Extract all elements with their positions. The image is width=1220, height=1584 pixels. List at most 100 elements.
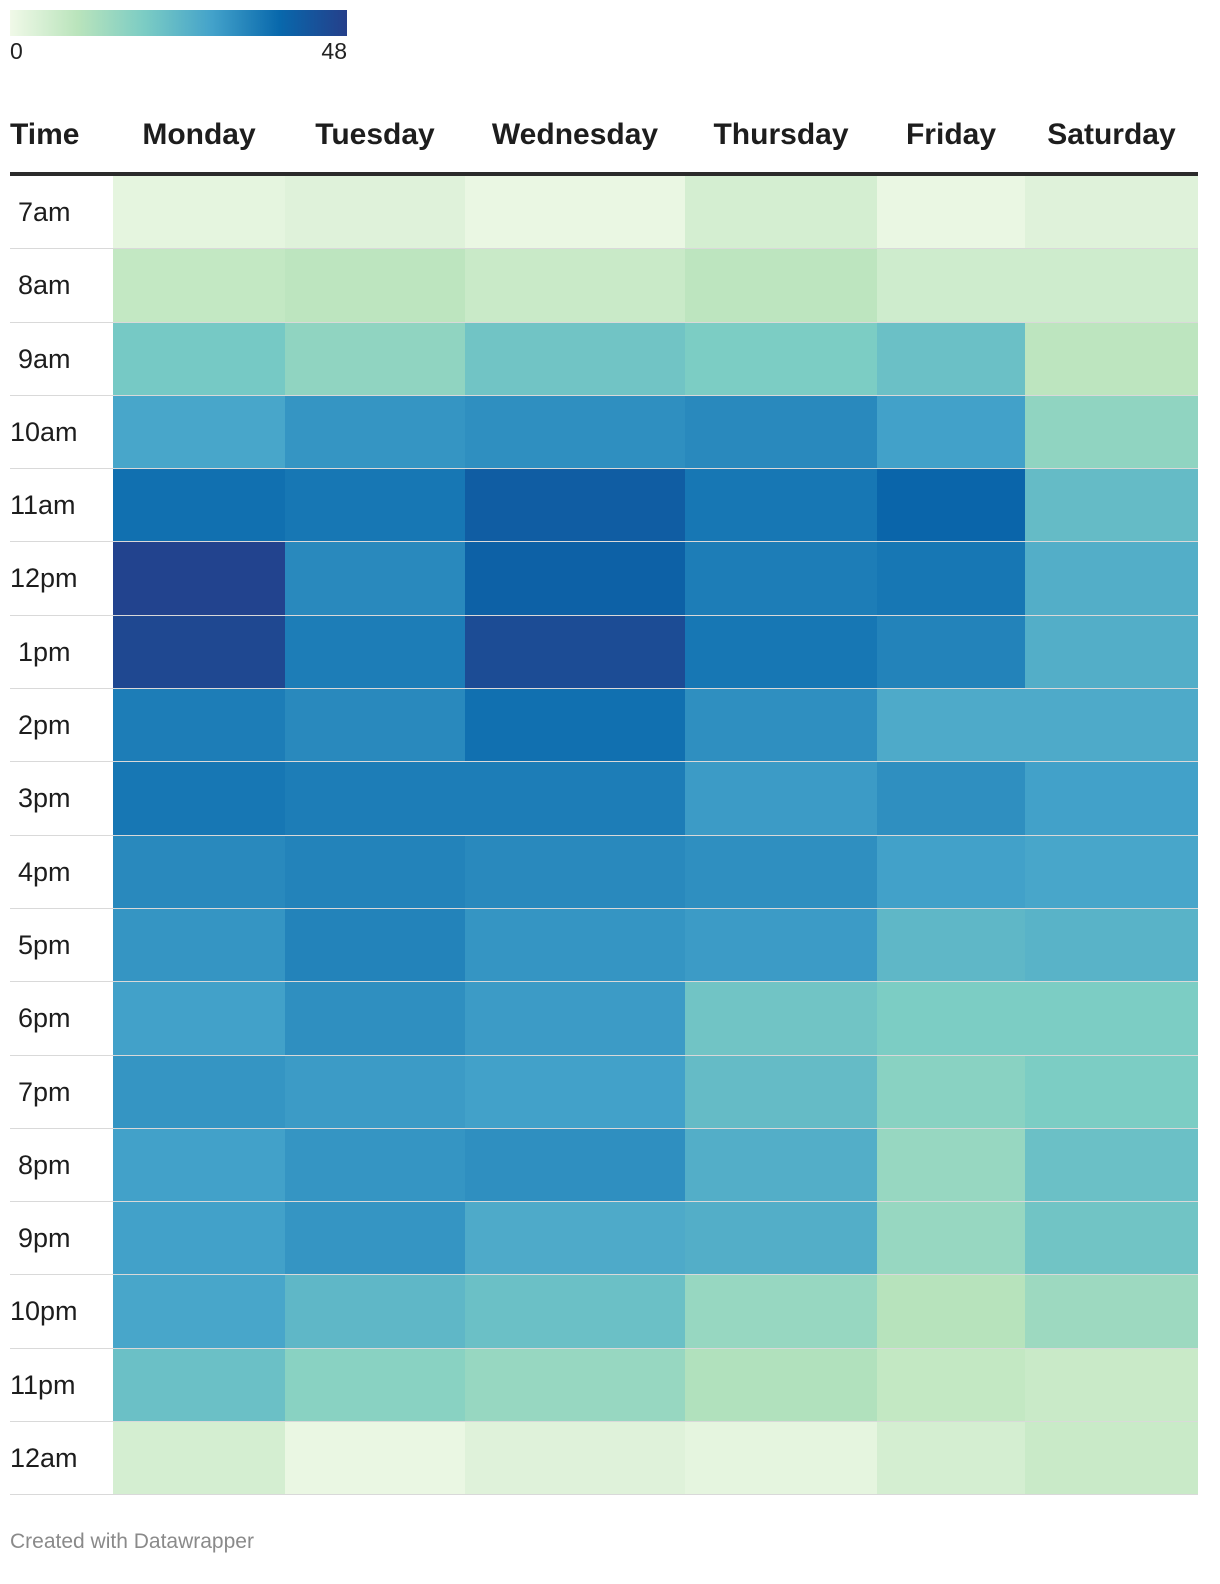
heatmap-cell-tuesday-10pm [285, 1275, 465, 1349]
heatmap-cell-tuesday-12am [285, 1422, 465, 1496]
heatmap-cell-thursday-1pm [685, 615, 877, 690]
heatmap-cell-thursday-7pm [685, 1055, 877, 1129]
heatmap-cell-wednesday-2pm [465, 689, 685, 763]
heatmap-cell-thursday-12pm [685, 542, 877, 616]
row-label: 5pm [18, 929, 71, 960]
heatmap-cell-saturday-10am [1025, 395, 1198, 470]
heatmap-cell-monday-10am [113, 395, 285, 470]
row-label: 4pm [18, 856, 71, 887]
heatmap-cell-friday-7am [877, 176, 1025, 250]
heatmap-cell-saturday-2pm [1025, 689, 1198, 763]
heatmap-row-7am: 7am [10, 176, 1198, 250]
heatmap-cell-monday-2pm [113, 689, 285, 763]
row-divider [10, 834, 1198, 836]
legend-max-label: 48 [321, 38, 347, 64]
heatmap-cell-friday-8pm [877, 1128, 1025, 1203]
heatmap-cell-friday-9pm [877, 1202, 1025, 1276]
column-header-time: Time [10, 118, 80, 151]
row-divider [10, 614, 1198, 616]
heatmap-row-12pm: 12pm [10, 542, 1198, 616]
heatmap-cell-thursday-11am [685, 469, 877, 543]
column-header-wednesday: Wednesday [491, 118, 659, 151]
row-divider [10, 1421, 1198, 1423]
heatmap-cell-monday-1pm [113, 615, 285, 690]
heatmap-row-11am: 11am [10, 469, 1198, 543]
heatmap-cell-monday-3pm [113, 762, 285, 836]
heatmap-cell-monday-8am [113, 249, 285, 323]
heatmap-cell-thursday-10pm [685, 1275, 877, 1349]
heatmap-cell-monday-9am [113, 322, 285, 396]
row-divider [10, 1054, 1198, 1056]
heatmap-cell-friday-10pm [877, 1275, 1025, 1349]
heatmap-cell-thursday-10am [685, 395, 877, 470]
heatmap-cell-tuesday-10am [285, 395, 465, 470]
heatmap-cell-thursday-7am [685, 176, 877, 250]
heatmap-cell-thursday-9am [685, 322, 877, 396]
column-header-monday: Monday [142, 118, 256, 151]
legend-min-label: 0 [10, 38, 23, 64]
heatmap-cell-saturday-7pm [1025, 1055, 1198, 1129]
row-divider [10, 394, 1198, 396]
row-label: 10am [10, 416, 78, 447]
row-divider [10, 248, 1198, 250]
row-label: 9pm [18, 1223, 71, 1254]
row-label: 9am [18, 343, 71, 374]
heatmap-cell-thursday-3pm [685, 762, 877, 836]
heatmap-cell-saturday-10pm [1025, 1275, 1198, 1349]
heatmap-cell-wednesday-7am [465, 176, 685, 250]
heatmap-cell-friday-9am [877, 322, 1025, 396]
heatmap-cell-wednesday-12am [465, 1422, 685, 1496]
row-divider [10, 1274, 1198, 1276]
heatmap-cell-saturday-6pm [1025, 982, 1198, 1056]
row-divider [10, 907, 1198, 909]
heatmap-row-1pm: 1pm [10, 615, 1198, 690]
row-divider [10, 1201, 1198, 1203]
heatmap-cell-thursday-11pm [685, 1348, 877, 1423]
heatmap-cell-saturday-9pm [1025, 1202, 1198, 1276]
heatmap-row-10am: 10am [10, 395, 1198, 470]
heatmap-cell-saturday-1pm [1025, 615, 1198, 690]
heatmap-cell-wednesday-10am [465, 395, 685, 470]
row-label: 7am [18, 197, 71, 227]
row-label: 8am [18, 270, 71, 301]
heatmap-cell-wednesday-11am [465, 469, 685, 543]
heatmap-cell-saturday-5pm [1025, 908, 1198, 983]
heatmap-cell-monday-10pm [113, 1275, 285, 1349]
heatmap-row-8am: 8am [10, 249, 1198, 323]
heatmap-row-3pm: 3pm [10, 762, 1198, 836]
heatmap-cell-tuesday-8pm [285, 1128, 465, 1203]
heatmap-cell-thursday-5pm [685, 908, 877, 983]
heatmap-cell-friday-3pm [877, 762, 1025, 836]
heatmap-cell-monday-8pm [113, 1128, 285, 1203]
heatmap-cell-saturday-11pm [1025, 1348, 1198, 1423]
heatmap-row-2pm: 2pm [10, 689, 1198, 763]
heatmap-cell-thursday-6pm [685, 982, 877, 1056]
heatmap-cell-thursday-8pm [685, 1128, 877, 1203]
heatmap-cell-tuesday-4pm [285, 835, 465, 909]
legend-gradient-bar [10, 10, 347, 36]
color-legend: 0 48 [10, 10, 347, 66]
heatmap-cell-saturday-7am [1025, 176, 1198, 250]
heatmap-cell-monday-9pm [113, 1202, 285, 1276]
heatmap-cell-monday-6pm [113, 982, 285, 1056]
heatmap-cell-friday-7pm [877, 1055, 1025, 1129]
heatmap-cell-monday-7am [113, 176, 285, 250]
heatmap-cell-tuesday-11pm [285, 1348, 465, 1423]
heatmap-cell-tuesday-11am [285, 469, 465, 543]
heatmap-cell-friday-4pm [877, 835, 1025, 909]
heatmap-cell-friday-11pm [877, 1348, 1025, 1423]
footer-credit: Created with Datawrapper [10, 1530, 254, 1553]
row-divider [10, 1127, 1198, 1129]
row-divider [10, 321, 1198, 323]
heatmap-cell-thursday-9pm [685, 1202, 877, 1276]
column-header-friday: Friday [905, 118, 997, 151]
row-label: 10pm [10, 1296, 78, 1327]
heatmap-cell-tuesday-3pm [285, 762, 465, 836]
heatmap-cell-monday-11pm [113, 1348, 285, 1423]
heatmap-cell-tuesday-9am [285, 322, 465, 396]
row-divider [10, 468, 1198, 470]
heatmap-cell-tuesday-1pm [285, 615, 465, 690]
column-header-tuesday: Tuesday [315, 118, 435, 151]
row-label: 7pm [18, 1076, 71, 1107]
heatmap-rows: 7am 8am 9am 10am 11am 12pm 1pm 2pm 3pm 4pm 5pm 6pm 7… [10, 176, 1198, 1496]
